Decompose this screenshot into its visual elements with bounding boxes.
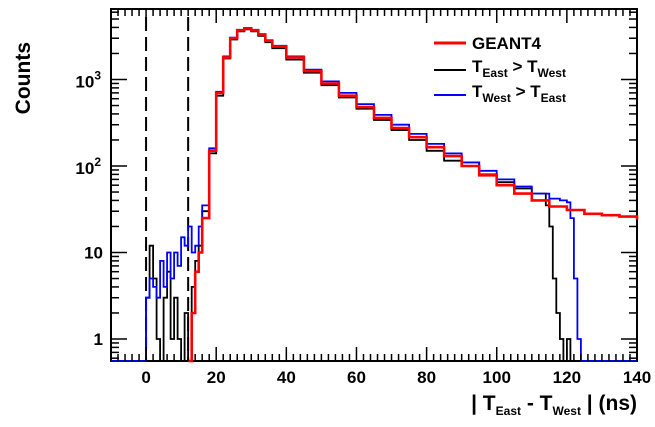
y-tick-label: 10 (84, 244, 103, 263)
x-tick-label: 80 (417, 368, 436, 387)
y-tick-label: 1 (94, 330, 103, 349)
x-axis-title-prefix: | T (471, 392, 496, 415)
x-tick-label: 0 (141, 368, 150, 387)
x-axis-title-suffix: | (ns) (581, 392, 637, 415)
x-tick-label: 40 (277, 368, 296, 387)
y-axis-title: Counts (12, 42, 35, 114)
y-tick-label-pow: 102 (75, 155, 101, 178)
vlines-group (145, 17, 190, 361)
x-axis-title: | TEast - TWest | (ns) (471, 392, 637, 418)
x-tick-label: 20 (207, 368, 226, 387)
y-tick-label-pow: 103 (75, 69, 101, 92)
x-axis-title-mid: - T (521, 392, 553, 415)
plot-frame (110, 8, 638, 362)
legend-label-east-gt-west: TEast > TWest (472, 57, 566, 80)
legend-label-west-gt-east: TWest > TEast (472, 82, 566, 105)
x-axis-title-sub1: East (496, 404, 521, 418)
y-ticks-group: 1 10 102 103 (75, 11, 637, 359)
series-group (111, 27, 639, 363)
x-tick-label: 120 (553, 368, 581, 387)
x-axis-title-sub2: West (553, 404, 581, 418)
series-line-0 (188, 27, 639, 363)
legend: GEANT4 TEast > TWest TWest > TEast (434, 34, 566, 105)
x-ticks-group: 0 20 40 60 80 100 120 140 (110, 9, 651, 387)
legend-label-geant4: GEANT4 (472, 34, 542, 53)
x-tick-label: 100 (483, 368, 511, 387)
x-tick-label: 140 (623, 368, 651, 387)
x-tick-label: 60 (347, 368, 366, 387)
